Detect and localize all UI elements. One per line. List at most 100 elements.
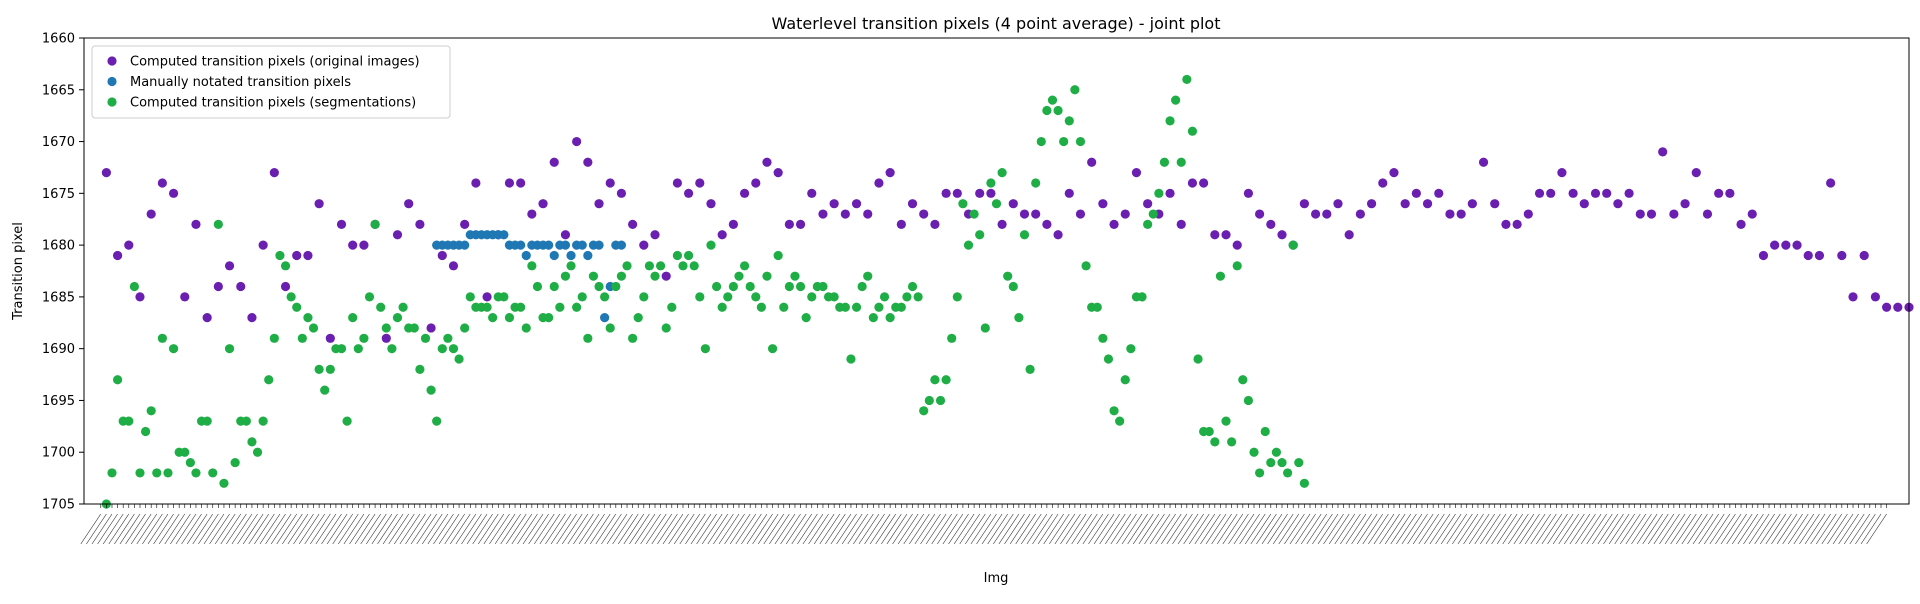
x-tick-label: [198, 513, 219, 545]
x-tick-label: [1636, 513, 1658, 545]
data-point: [924, 395, 934, 406]
x-tick-label: [237, 513, 258, 545]
data-point: [460, 240, 470, 250]
x-tick-label: [797, 513, 818, 545]
data-point: [381, 333, 391, 343]
data-point: [157, 333, 167, 343]
x-tick-label: [802, 513, 824, 545]
x-tick-label: [310, 513, 331, 545]
x-tick-label: [136, 513, 158, 545]
data-point: [286, 292, 296, 302]
data-point: [252, 447, 263, 457]
x-tick-label: [819, 513, 840, 545]
data-point: [1087, 157, 1097, 167]
data-point: [1182, 74, 1192, 85]
data-point: [1266, 457, 1276, 468]
data-point: [952, 188, 962, 198]
data-point: [879, 292, 890, 302]
series-3: [101, 74, 1309, 509]
data-point: [1646, 209, 1657, 219]
x-tick-label: [1418, 513, 1439, 545]
x-tick-label: [987, 513, 1008, 545]
data-point: [1758, 250, 1769, 261]
data-point: [717, 302, 727, 312]
data-point: [1288, 240, 1298, 250]
x-tick-label: [567, 513, 589, 545]
x-tick-label: [410, 513, 432, 545]
data-point: [650, 271, 660, 281]
data-point: [1512, 219, 1522, 229]
data-point: [1260, 426, 1270, 437]
data-point: [1059, 136, 1069, 147]
data-point: [902, 292, 912, 302]
data-point: [1227, 437, 1237, 447]
x-tick-label: [785, 513, 807, 545]
x-tick-label: [1306, 513, 1328, 545]
x-tick-label: [1810, 513, 1831, 545]
data-point: [1243, 395, 1254, 406]
data-point: [857, 281, 867, 292]
x-tick-label: [741, 513, 762, 545]
x-tick-label: [539, 513, 561, 545]
x-tick-label: [948, 513, 969, 545]
x-tick-label: [696, 513, 717, 545]
x-tick-label: [354, 513, 376, 545]
x-tick-label: [1771, 513, 1792, 545]
x-tick-label: [114, 513, 135, 545]
data-point: [1266, 219, 1276, 229]
x-tick-label: [1379, 513, 1400, 545]
x-tick-label: [601, 513, 622, 545]
x-tick-label: [869, 513, 891, 545]
data-point: [157, 178, 167, 188]
data-point: [258, 416, 268, 426]
data-point: [913, 292, 923, 302]
x-tick-label: [1004, 513, 1025, 545]
data-point: [656, 261, 666, 271]
x-tick-label: [606, 513, 628, 545]
data-point: [146, 406, 156, 416]
data-point: [941, 188, 951, 198]
x-tick-label: [1519, 513, 1540, 545]
x-tick-label: [701, 513, 723, 545]
data-point: [616, 240, 627, 250]
x-tick-label: [998, 513, 1020, 545]
data-point: [840, 209, 850, 219]
x-tick-label: [1838, 513, 1859, 545]
x-tick-label: [1827, 513, 1848, 545]
data-point: [499, 230, 509, 240]
x-tick-label: [875, 513, 896, 545]
data-point: [1148, 209, 1158, 219]
data-point: [1031, 178, 1041, 188]
data-point: [907, 281, 918, 292]
data-point: [1221, 416, 1231, 426]
x-tick-label: [1412, 513, 1434, 545]
x-tick-label: [1849, 513, 1871, 545]
data-point: [280, 261, 291, 271]
data-point: [208, 468, 218, 478]
x-tick-label: [366, 513, 387, 545]
data-point: [751, 178, 761, 188]
data-point: [1126, 344, 1136, 354]
x-tick-label: [623, 513, 645, 545]
x-tick-label: [1155, 513, 1176, 545]
data-point: [935, 395, 946, 406]
x-tick-label: [270, 513, 292, 545]
data-point: [706, 240, 716, 250]
data-point: [577, 240, 587, 250]
legend-label: Computed transition pixels (original ima…: [130, 55, 420, 70]
x-tick-label: [1362, 513, 1384, 545]
data-point: [549, 281, 559, 292]
x-tick-label: [1317, 513, 1339, 545]
x-tick-label: [780, 513, 801, 545]
data-point: [667, 302, 677, 312]
x-tick-label: [119, 513, 141, 545]
data-point: [135, 292, 145, 302]
data-point: [516, 240, 526, 250]
data-point: [460, 323, 470, 333]
data-point: [728, 219, 738, 229]
data-point: [348, 313, 358, 323]
data-point: [527, 261, 537, 271]
data-point: [112, 375, 123, 385]
x-tick-label: [1468, 513, 1490, 545]
data-point: [1120, 209, 1130, 219]
